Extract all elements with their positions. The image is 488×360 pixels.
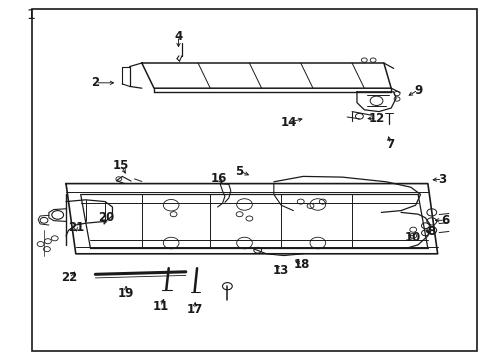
Text: 20: 20 [98,211,115,224]
Text: 5: 5 [235,165,243,177]
Text: 10: 10 [404,231,421,244]
Text: 13: 13 [272,264,289,276]
Text: 7: 7 [386,138,393,150]
Text: 22: 22 [61,271,78,284]
Text: 2: 2 [91,76,99,89]
Text: 15: 15 [113,159,129,172]
Text: 8: 8 [427,225,434,238]
Text: 14: 14 [280,116,296,129]
Text: 21: 21 [67,221,84,234]
Text: 9: 9 [413,84,421,96]
Text: 4: 4 [174,30,182,42]
Text: 6: 6 [440,214,448,227]
Text: 19: 19 [118,287,134,300]
Text: 18: 18 [293,258,310,271]
Text: 3: 3 [438,173,446,186]
Text: 11: 11 [152,300,168,313]
Text: 12: 12 [367,112,384,125]
Text: 16: 16 [210,172,227,185]
Text: 1: 1 [27,8,36,22]
Text: 17: 17 [186,303,203,316]
